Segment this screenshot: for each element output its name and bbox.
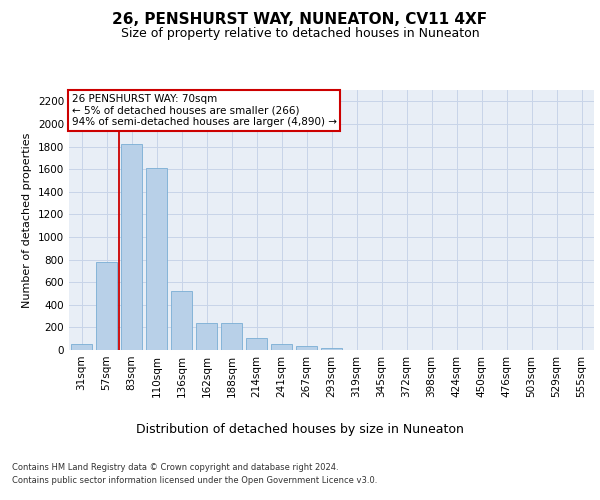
Bar [221, 323, 242, 350]
Text: Contains public sector information licensed under the Open Government Licence v3: Contains public sector information licen… [12, 476, 377, 485]
Bar [146, 168, 167, 350]
Bar [96, 262, 117, 350]
Bar [296, 346, 317, 350]
Y-axis label: Number of detached properties: Number of detached properties [22, 132, 32, 308]
Text: Distribution of detached houses by size in Nuneaton: Distribution of detached houses by size … [136, 422, 464, 436]
Text: Contains HM Land Registry data © Crown copyright and database right 2024.: Contains HM Land Registry data © Crown c… [12, 462, 338, 471]
Bar [71, 344, 92, 350]
Bar [321, 348, 342, 350]
Bar [121, 144, 142, 350]
Text: 26 PENSHURST WAY: 70sqm
← 5% of detached houses are smaller (266)
94% of semi-de: 26 PENSHURST WAY: 70sqm ← 5% of detached… [71, 94, 337, 127]
Bar [196, 323, 217, 350]
Text: Size of property relative to detached houses in Nuneaton: Size of property relative to detached ho… [121, 28, 479, 40]
Bar [171, 290, 192, 350]
Bar [271, 344, 292, 350]
Text: 26, PENSHURST WAY, NUNEATON, CV11 4XF: 26, PENSHURST WAY, NUNEATON, CV11 4XF [112, 12, 488, 28]
Bar [246, 338, 267, 350]
